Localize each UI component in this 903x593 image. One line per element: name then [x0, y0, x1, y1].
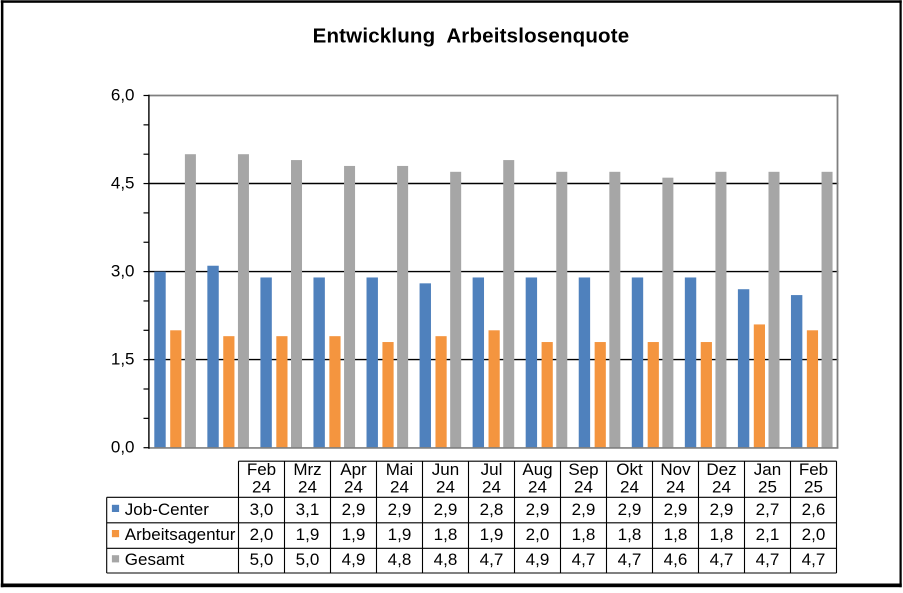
svg-text:1,9: 1,9	[388, 525, 412, 544]
svg-text:5,0: 5,0	[250, 550, 274, 569]
svg-text:2,1: 2,1	[756, 525, 780, 544]
svg-text:1,8: 1,8	[664, 525, 688, 544]
svg-text:1,8: 1,8	[710, 525, 734, 544]
svg-text:4,6: 4,6	[664, 550, 688, 569]
svg-text:Jan: Jan	[754, 460, 781, 479]
svg-text:3,0: 3,0	[111, 262, 135, 281]
svg-text:2,8: 2,8	[480, 500, 504, 519]
svg-text:2,0: 2,0	[802, 525, 826, 544]
svg-text:24: 24	[574, 477, 593, 496]
svg-text:1,8: 1,8	[618, 525, 642, 544]
svg-text:24: 24	[666, 477, 685, 496]
svg-text:25: 25	[804, 477, 823, 496]
svg-text:2,7: 2,7	[756, 500, 780, 519]
svg-text:4,7: 4,7	[802, 550, 826, 569]
svg-text:4,7: 4,7	[480, 550, 504, 569]
svg-text:2,9: 2,9	[572, 500, 596, 519]
svg-text:24: 24	[436, 477, 455, 496]
svg-text:0,0: 0,0	[111, 438, 135, 457]
svg-text:24: 24	[620, 477, 639, 496]
svg-text:Mai: Mai	[386, 460, 413, 479]
svg-text:1,9: 1,9	[480, 525, 504, 544]
svg-text:Nov: Nov	[660, 460, 691, 479]
svg-text:24: 24	[712, 477, 731, 496]
svg-text:1,8: 1,8	[572, 525, 596, 544]
svg-text:2,9: 2,9	[618, 500, 642, 519]
svg-text:2,0: 2,0	[526, 525, 550, 544]
svg-text:Okt: Okt	[616, 460, 643, 479]
svg-text:Aug: Aug	[522, 460, 552, 479]
svg-text:3,0: 3,0	[250, 500, 274, 519]
svg-text:Job-Center: Job-Center	[125, 500, 209, 519]
svg-text:2,9: 2,9	[388, 500, 412, 519]
svg-text:Feb: Feb	[799, 460, 828, 479]
svg-text:24: 24	[390, 477, 409, 496]
svg-text:Feb: Feb	[247, 460, 276, 479]
svg-text:4,7: 4,7	[710, 550, 734, 569]
svg-text:2,9: 2,9	[434, 500, 458, 519]
svg-text:4,9: 4,9	[526, 550, 550, 569]
svg-text:2,9: 2,9	[710, 500, 734, 519]
svg-text:Dez: Dez	[706, 460, 736, 479]
svg-text:Mrz: Mrz	[293, 460, 321, 479]
svg-text:2,9: 2,9	[664, 500, 688, 519]
svg-text:4,7: 4,7	[572, 550, 596, 569]
svg-text:1,9: 1,9	[342, 525, 366, 544]
svg-text:24: 24	[482, 477, 501, 496]
svg-text:Jun: Jun	[432, 460, 459, 479]
svg-text:4,7: 4,7	[618, 550, 642, 569]
svg-text:24: 24	[344, 477, 363, 496]
svg-text:Jul: Jul	[481, 460, 503, 479]
svg-text:1,9: 1,9	[296, 525, 320, 544]
svg-text:Sep: Sep	[568, 460, 598, 479]
svg-text:4,8: 4,8	[434, 550, 458, 569]
svg-text:4,9: 4,9	[342, 550, 366, 569]
svg-text:2,9: 2,9	[342, 500, 366, 519]
svg-text:1,5: 1,5	[111, 350, 135, 369]
svg-text:Apr: Apr	[340, 460, 367, 479]
svg-text:24: 24	[298, 477, 317, 496]
svg-text:4,8: 4,8	[388, 550, 412, 569]
svg-text:24: 24	[528, 477, 547, 496]
svg-text:3,1: 3,1	[296, 500, 320, 519]
svg-text:Gesamt: Gesamt	[125, 550, 185, 569]
svg-text:6,0: 6,0	[111, 86, 135, 105]
svg-text:1,8: 1,8	[434, 525, 458, 544]
svg-text:2,9: 2,9	[526, 500, 550, 519]
svg-text:25: 25	[758, 477, 777, 496]
svg-text:4,5: 4,5	[111, 174, 135, 193]
svg-text:Arbeitsagentur: Arbeitsagentur	[125, 525, 236, 544]
svg-text:24: 24	[252, 477, 271, 496]
svg-text:5,0: 5,0	[296, 550, 320, 569]
svg-text:Entwicklung Arbeitslosenquote: Entwicklung Arbeitslosenquote	[313, 25, 630, 48]
svg-text:2,0: 2,0	[250, 525, 274, 544]
svg-text:4,7: 4,7	[756, 550, 780, 569]
svg-text:2,6: 2,6	[802, 500, 826, 519]
